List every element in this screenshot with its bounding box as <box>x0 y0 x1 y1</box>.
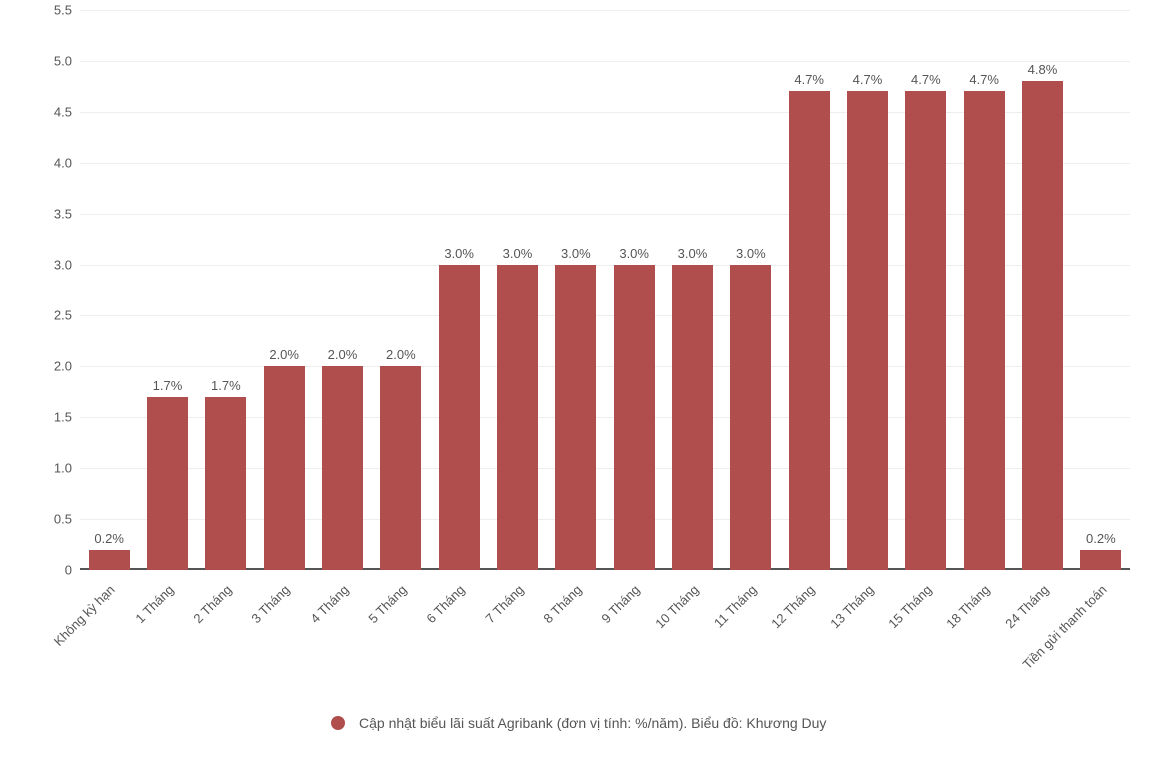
bar-value-label: 0.2% <box>1086 531 1116 546</box>
y-tick-label: 3.0 <box>54 257 80 272</box>
bar-value-label: 3.0% <box>736 246 766 261</box>
y-tick-label: 3.5 <box>54 206 80 221</box>
x-tick-label: Tiền gửi thanh toán <box>1099 503 1157 593</box>
y-tick-label: 5.5 <box>54 3 80 18</box>
y-tick-label: 1.5 <box>54 410 80 425</box>
bar-value-label: 1.7% <box>153 378 183 393</box>
interest-rate-bar-chart: 00.51.01.52.02.53.03.54.04.55.05.50.2%Kh… <box>0 0 1157 762</box>
bar: 4.8% <box>1022 81 1063 570</box>
bar: 1.7% <box>205 397 246 570</box>
bar: 4.7% <box>789 91 830 570</box>
y-tick-label: 2.0 <box>54 359 80 374</box>
bar-value-label: 3.0% <box>503 246 533 261</box>
bar: 3.0% <box>555 265 596 570</box>
y-tick-label: 4.0 <box>54 155 80 170</box>
bar: 2.0% <box>380 366 421 570</box>
bar-value-label: 2.0% <box>386 347 416 362</box>
bar: 3.0% <box>439 265 480 570</box>
gridline <box>80 61 1130 62</box>
legend-text: Cập nhật biểu lãi suất Agribank (đơn vị … <box>359 715 826 731</box>
bar-value-label: 3.0% <box>678 246 708 261</box>
bar-value-label: 4.8% <box>1028 62 1058 77</box>
y-tick-label: 0 <box>65 563 80 578</box>
bar: 3.0% <box>614 265 655 570</box>
bar: 1.7% <box>147 397 188 570</box>
gridline <box>80 10 1130 11</box>
bar-value-label: 3.0% <box>561 246 591 261</box>
bar-value-label: 2.0% <box>328 347 358 362</box>
legend-marker-icon <box>331 716 345 730</box>
bar: 4.7% <box>905 91 946 570</box>
bar-value-label: 4.7% <box>794 72 824 87</box>
y-tick-label: 5.0 <box>54 53 80 68</box>
y-tick-label: 1.0 <box>54 461 80 476</box>
bar: 2.0% <box>264 366 305 570</box>
chart-legend: Cập nhật biểu lãi suất Agribank (đơn vị … <box>0 714 1157 732</box>
bar-value-label: 3.0% <box>444 246 474 261</box>
plot-area: 00.51.01.52.02.53.03.54.04.55.05.50.2%Kh… <box>80 10 1130 570</box>
bar: 3.0% <box>730 265 771 570</box>
bar: 2.0% <box>322 366 363 570</box>
bar: 3.0% <box>497 265 538 570</box>
y-tick-label: 2.5 <box>54 308 80 323</box>
bar-value-label: 0.2% <box>94 531 124 546</box>
bar-value-label: 2.0% <box>269 347 299 362</box>
y-tick-label: 0.5 <box>54 512 80 527</box>
bar-value-label: 3.0% <box>619 246 649 261</box>
bar: 3.0% <box>672 265 713 570</box>
bar: 4.7% <box>964 91 1005 570</box>
bar-value-label: 4.7% <box>969 72 999 87</box>
bar-value-label: 1.7% <box>211 378 241 393</box>
bar-value-label: 4.7% <box>911 72 941 87</box>
bar: 4.7% <box>847 91 888 570</box>
y-tick-label: 4.5 <box>54 104 80 119</box>
bar-value-label: 4.7% <box>853 72 883 87</box>
